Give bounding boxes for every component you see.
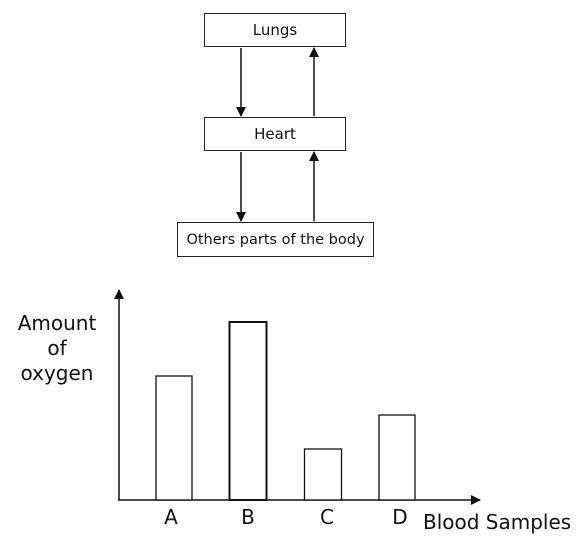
y-axis-label: Amount of oxygen [12,311,102,386]
y-axis-label-line-2: of [47,336,67,360]
lungs-box: Lungs [204,13,346,47]
bar-a [155,375,193,501]
x-axis-label: Blood Samples [423,510,572,534]
category-label-c: C [320,505,334,529]
body-parts-label: Others parts of the body [186,231,365,248]
category-label-d: D [392,505,408,529]
bar-d [378,414,416,501]
y-axis-label-line-3: oxygen [20,361,94,385]
bar-c [303,448,343,501]
lungs-label: Lungs [252,21,298,39]
y-axis-label-line-1: Amount [17,311,97,335]
category-label-a: A [164,505,178,529]
bar-b [228,321,268,501]
bars-group [155,321,416,501]
category-label-b: B [241,505,255,529]
heart-label: Heart [254,125,296,143]
heart-box: Heart [204,117,346,151]
body-parts-box: Others parts of the body [177,222,374,257]
